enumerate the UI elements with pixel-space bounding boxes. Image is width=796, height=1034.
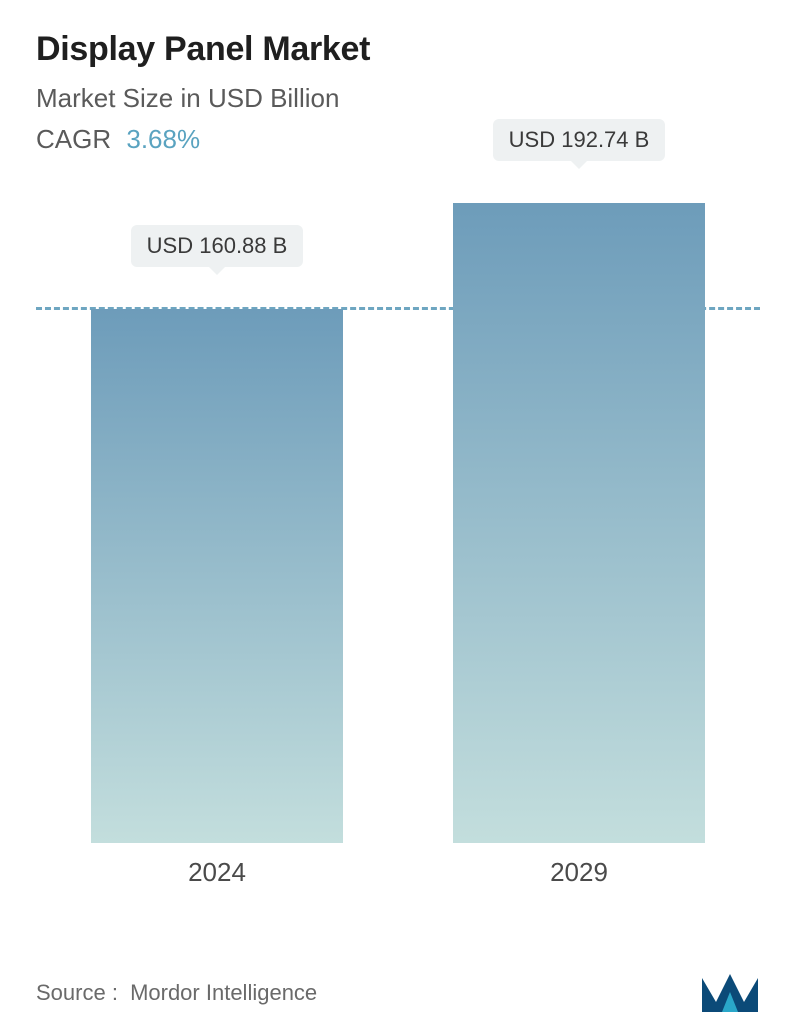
value-badge-0: USD 160.88 B [131,225,304,267]
cagr-label: CAGR [36,124,111,154]
cagr-value: 3.68% [126,124,200,154]
chart-title: Display Panel Market [36,30,760,69]
brand-logo-icon [700,968,760,1014]
bars-container: USD 160.88 B USD 192.74 B [36,203,760,843]
chart-subtitle: Market Size in USD Billion [36,83,760,114]
bar-column-0: USD 160.88 B [91,203,343,843]
source-value: Mordor Intelligence [130,980,317,1005]
plot-area: USD 160.88 B USD 192.74 B [36,203,760,843]
bar-1 [453,203,705,843]
bar-column-1: USD 192.74 B [453,203,705,843]
value-badge-1: USD 192.74 B [493,119,666,161]
x-label-1: 2029 [453,857,705,888]
source-footer: Source : Mordor Intelligence [36,980,317,1006]
x-axis-labels: 2024 2029 [36,857,760,888]
source-label: Source : [36,980,118,1005]
bar-0 [91,309,343,843]
x-label-0: 2024 [91,857,343,888]
chart-area: USD 160.88 B USD 192.74 B 2024 2029 [36,203,760,923]
